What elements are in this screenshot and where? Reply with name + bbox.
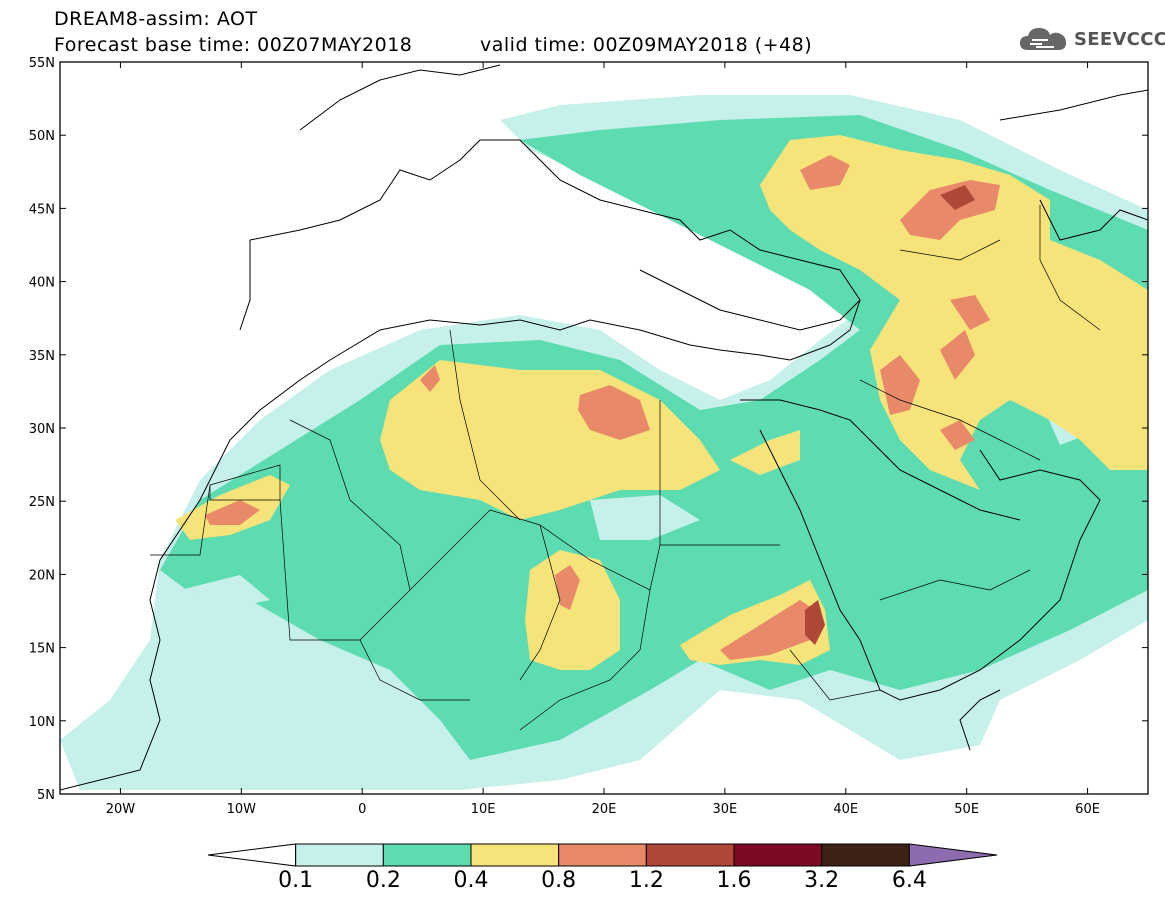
aot-band-0.4-mideast (760, 135, 1148, 490)
aot-band-0.8 (205, 500, 260, 525)
seevccc-logo: SEEVCCC (1018, 24, 1165, 54)
latitude-axis: 55N 50N 45N 40N 35N 30N 25N 20N 15N 10N 5N (29, 56, 1148, 803)
lon-label-30e: 30E (713, 802, 738, 817)
colorbar-segment-8 (908, 843, 998, 867)
aot-field (60, 95, 1148, 790)
lon-label-20w: 20W (106, 802, 136, 817)
lon-label-50e: 50E (954, 802, 979, 817)
colorbar-label: 0.2 (365, 868, 401, 893)
colorbar-segment-4 (558, 843, 647, 867)
lon-label-40e: 40E (833, 802, 858, 817)
valid-time: valid time: 00Z09MAY2018 (+48) (480, 34, 813, 56)
colorbar-label: 3.2 (804, 868, 840, 893)
longitude-axis: 20W 10W 0 10E 20E 30E 40E 50E 60E (106, 62, 1100, 817)
logo-text: SEEVCCC (1074, 28, 1165, 50)
borders (150, 205, 1101, 731)
lon-label-0: 0 (358, 802, 366, 817)
lon-label-10w: 10W (227, 802, 257, 817)
aot-band-1.2 (805, 600, 825, 645)
lat-label-10n: 10N (29, 715, 55, 730)
lat-label-55n: 55N (29, 56, 55, 71)
map-title: DREAM8-assim: AOT (54, 8, 258, 30)
colorbar-label: 1.6 (716, 868, 752, 893)
colorbar-segment-7 (821, 843, 910, 867)
colorbar-label: 1.2 (628, 868, 664, 893)
colorbar-segment-2 (382, 843, 472, 867)
lon-label-60e: 60E (1075, 802, 1100, 817)
lat-label-45n: 45N (29, 202, 55, 217)
lat-label-40n: 40N (29, 276, 55, 291)
lat-label-30n: 30N (29, 422, 55, 437)
colorbar-segment-1 (295, 843, 384, 867)
lon-label-10e: 10E (471, 802, 496, 817)
colorbar-segment-6 (733, 843, 823, 867)
lat-label-50n: 50N (29, 129, 55, 144)
colorbar-segment-0 (207, 843, 297, 867)
colorbar-label: 6.4 (891, 868, 927, 893)
lon-label-20e: 20E (592, 802, 617, 817)
lat-label-20n: 20N (29, 568, 55, 583)
coastlines (60, 64, 1148, 791)
colorbar-label: 0.1 (278, 868, 314, 893)
lat-label-5n: 5N (37, 788, 55, 803)
lat-label-25n: 25N (29, 495, 55, 510)
lat-label-35n: 35N (29, 349, 55, 364)
colorbar (207, 843, 998, 867)
colorbar-segment-3 (470, 843, 560, 867)
colorbar-label: 0.4 (453, 868, 489, 893)
colorbar-segment-5 (645, 843, 735, 867)
colorbar-label: 0.8 (541, 868, 577, 893)
cloud-icon (1020, 28, 1066, 50)
lat-label-15n: 15N (29, 642, 55, 657)
forecast-base-time: Forecast base time: 00Z07MAY2018 (54, 34, 413, 56)
